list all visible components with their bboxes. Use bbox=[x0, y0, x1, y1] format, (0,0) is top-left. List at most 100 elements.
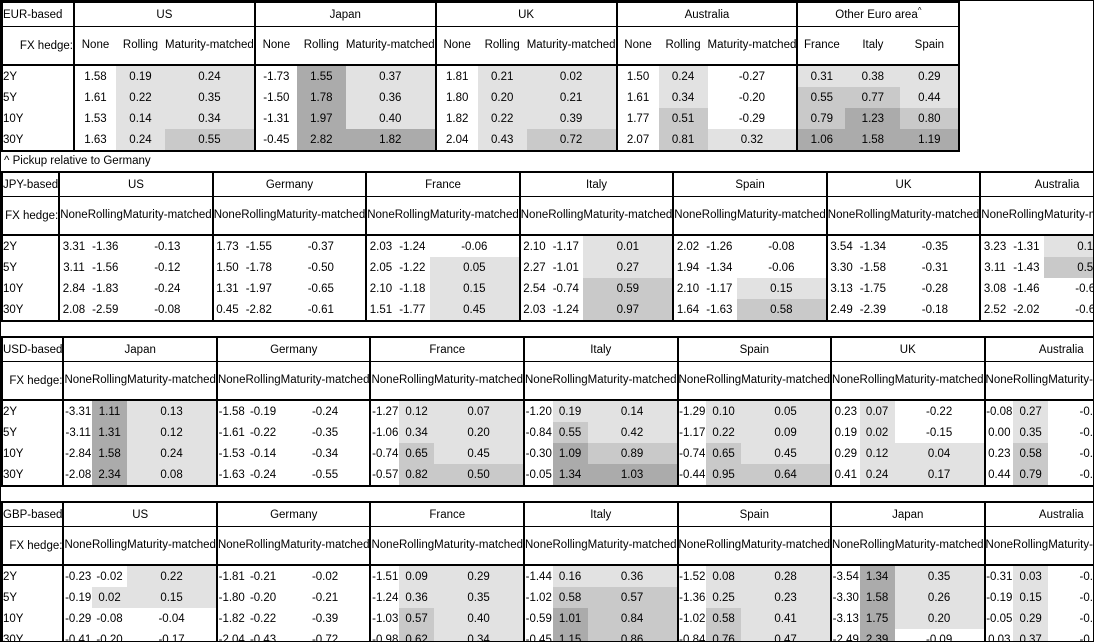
value-cell: 0.24 bbox=[658, 65, 708, 87]
value-cell: 0.07 bbox=[434, 400, 524, 422]
value-cell: -1.24 bbox=[548, 299, 584, 321]
subcol-header-maturity-matched: Maturity-matched bbox=[741, 361, 832, 401]
table-row: 2Y 3.31 -1.36 -0.13 1.73 -1.55 -0.37 2.03 -1.24-… bbox=[2, 235, 1093, 257]
value-cell: 1.34 bbox=[552, 464, 588, 486]
value-cell: 1.31 bbox=[91, 422, 128, 443]
value-cell: 0.34 bbox=[398, 422, 435, 443]
subcol-header-rolling: Rolling bbox=[706, 361, 742, 401]
subcol-header-rolling: Rolling bbox=[245, 526, 281, 566]
value-cell: 0.21 bbox=[526, 87, 617, 108]
value-cell: 1.94 bbox=[672, 257, 702, 278]
value-cell: 2.54 bbox=[518, 278, 549, 299]
value-cell: 1.11 bbox=[91, 400, 128, 422]
value-cell: -1.75 bbox=[855, 278, 891, 299]
value-cell: -1.58 bbox=[855, 257, 891, 278]
table-row: 10Y 2.84 -1.83 -0.24 1.31 -1.97 -0.65 2.10 -1.18… bbox=[2, 278, 1093, 299]
value-cell: -1.29 bbox=[676, 400, 707, 422]
value-cell: -0.08 bbox=[983, 400, 1014, 422]
value-cell: 0.38 bbox=[845, 65, 901, 87]
row-label: 5Y bbox=[3, 426, 18, 439]
value-cell: 0.02 bbox=[91, 587, 128, 608]
group-header-japan: Japan bbox=[830, 502, 985, 527]
value-cell: 0.14 bbox=[116, 108, 165, 129]
table-row: 30Y 2.08 -2.59 -0.08 0.45 -2.82 -0.61 1.51 -1.77… bbox=[2, 299, 1093, 321]
table-row: 30Y -0.41 -0.20 -0.17 -2.04 -0.43 -0.72 -0.98 0.… bbox=[2, 629, 1093, 641]
value-cell: -1.81 bbox=[215, 565, 246, 587]
subcol-header-maturity-matched: Maturity-matched bbox=[890, 196, 981, 236]
value-cell: -1.27 bbox=[369, 400, 399, 422]
value-cell: -0.09 bbox=[894, 629, 985, 641]
value-cell: -0.22 bbox=[894, 400, 985, 422]
value-cell: 0.10 bbox=[706, 400, 742, 422]
value-cell: 0.25 bbox=[706, 587, 742, 608]
value-cell: -3.54 bbox=[830, 565, 860, 587]
value-cell: 1.75 bbox=[859, 608, 895, 629]
value-cell: 0.95 bbox=[706, 464, 742, 486]
value-cell: -0.19 bbox=[983, 587, 1014, 608]
subcol-header-maturity-matched: Maturity-matched bbox=[434, 526, 524, 566]
subcol-header-none: None bbox=[676, 526, 707, 566]
subcol-header-maturity-matched: Maturity-matched bbox=[707, 26, 798, 66]
subcol-header-maturity-matched: Maturity-matched bbox=[434, 361, 524, 401]
value-cell: -0.50 bbox=[1048, 400, 1093, 422]
value-cell: 2.08 bbox=[58, 299, 88, 321]
subcol-header-rolling: Rolling bbox=[1013, 526, 1049, 566]
subcol-header-rolling: Rolling bbox=[1008, 196, 1044, 236]
subcol-header-maturity-matched: Maturity-matched bbox=[526, 26, 617, 66]
value-cell: 3.30 bbox=[825, 257, 856, 278]
value-cell: -0.04 bbox=[127, 608, 217, 629]
subcol-header-none: None bbox=[215, 526, 246, 566]
row-label: 10Y bbox=[3, 112, 24, 125]
group-header-italy: Italy bbox=[518, 172, 674, 197]
group-header-australia: Australia bbox=[979, 172, 1093, 197]
group-header-japan: Japan bbox=[253, 2, 436, 27]
value-cell: -0.08 bbox=[736, 235, 827, 257]
subcol-header-none: None bbox=[365, 196, 395, 236]
value-cell: -1.24 bbox=[394, 235, 430, 257]
table-row: 5Y 1.61 0.22 0.35 -1.50 1.78 0.36 1.80 0.20 0.21 1… bbox=[2, 87, 960, 108]
value-cell: -1.18 bbox=[394, 278, 430, 299]
row-label: 2Y bbox=[3, 70, 18, 83]
value-cell: -0.74 bbox=[676, 443, 707, 464]
subcol-header-maturity-matched: Maturity-matched bbox=[127, 526, 217, 566]
value-cell: 3.13 bbox=[825, 278, 856, 299]
subcol-header-rolling: Rolling bbox=[1013, 361, 1049, 401]
row-label: 5Y bbox=[3, 261, 18, 274]
subcol-header-none: None bbox=[983, 361, 1014, 401]
value-cell: -0.18 bbox=[890, 299, 981, 321]
value-cell: 0.00 bbox=[983, 422, 1014, 443]
value-cell: -0.08 bbox=[122, 299, 213, 321]
group-header-spain: Spain bbox=[672, 172, 827, 197]
group-header-other-euro-area: Other Euro area^ bbox=[796, 2, 960, 27]
value-cell: -0.98 bbox=[369, 629, 399, 641]
value-cell: 0.34 bbox=[658, 87, 708, 108]
value-cell: 0.19 bbox=[830, 422, 860, 443]
table-row: 10Y 1.53 0.14 0.34 -1.31 1.97 0.40 1.82 0.22 0.39… bbox=[2, 108, 960, 129]
value-cell: 1.61 bbox=[73, 87, 116, 108]
value-cell: 0.55 bbox=[796, 87, 846, 108]
subcol-header-maturity-matched: Maturity-matched bbox=[587, 526, 678, 566]
value-cell: -0.35 bbox=[890, 235, 981, 257]
subcol-header-rolling: Rolling bbox=[91, 526, 128, 566]
subcol-header-rolling: Rolling bbox=[394, 196, 430, 236]
value-cell: -1.02 bbox=[676, 608, 707, 629]
value-cell: 1.78 bbox=[296, 87, 346, 108]
group-header-germany: Germany bbox=[211, 172, 367, 197]
value-cell: 0.34 bbox=[434, 629, 524, 641]
value-cell: 3.11 bbox=[58, 257, 88, 278]
value-cell: 0.35 bbox=[434, 587, 524, 608]
table-row: 10Y -0.29 -0.08 -0.04 -1.82 -0.22 -0.39 -1.03 0.… bbox=[2, 608, 1093, 629]
value-cell: -0.55 bbox=[1048, 422, 1093, 443]
subcol-header-rolling: Rolling bbox=[552, 526, 588, 566]
fx-hedge-label: FX hedge: bbox=[2, 526, 64, 566]
value-cell: 2.49 bbox=[825, 299, 856, 321]
value-cell: -0.63 bbox=[1048, 443, 1093, 464]
value-cell: -0.34 bbox=[280, 443, 371, 464]
value-cell: 1.23 bbox=[845, 108, 901, 129]
value-cell: -0.06 bbox=[736, 257, 827, 278]
value-cell: 2.02 bbox=[672, 235, 702, 257]
value-cell: -1.83 bbox=[87, 278, 123, 299]
value-cell: 0.24 bbox=[116, 129, 165, 151]
value-cell: 0.29 bbox=[830, 443, 860, 464]
